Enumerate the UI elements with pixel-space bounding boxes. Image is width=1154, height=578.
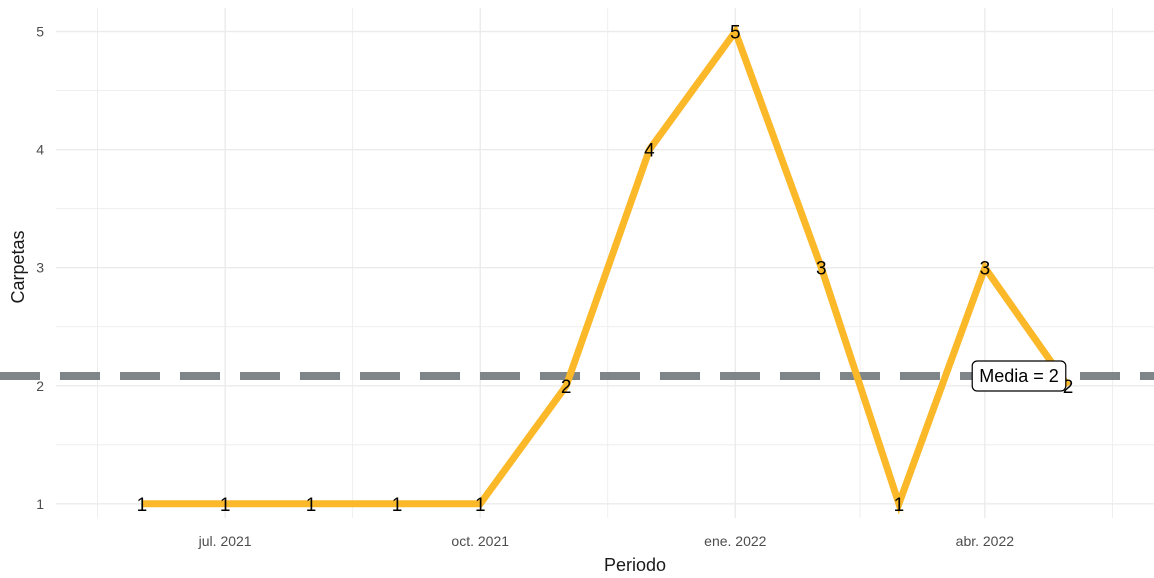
data-label: 3 <box>816 259 827 280</box>
data-label: 1 <box>306 495 317 516</box>
series-line <box>142 24 1071 515</box>
data-label: 5 <box>730 23 741 44</box>
mean-label-text: Media = 2 <box>979 366 1059 386</box>
data-labels: 1 1 1 1 1 2 4 5 3 1 3 2 <box>137 23 1074 516</box>
x-tick-label: oct. 2021 <box>451 533 509 549</box>
x-tick-label: ene. 2022 <box>704 533 766 549</box>
y-axis-ticks: 1 2 3 4 5 <box>36 24 44 512</box>
y-tick-label: 2 <box>36 378 44 394</box>
data-label: 2 <box>561 377 572 398</box>
grid-minor <box>56 8 1154 518</box>
data-label: 1 <box>137 495 148 516</box>
x-tick-label: abr. 2022 <box>956 533 1015 549</box>
y-tick-label: 5 <box>36 24 44 40</box>
data-label: 1 <box>392 495 403 516</box>
data-label: 3 <box>980 259 991 280</box>
mean-label-box <box>971 360 1067 392</box>
x-axis-title: Periodo <box>604 555 666 575</box>
data-label: 2 <box>1063 377 1074 398</box>
x-axis-ticks: jul. 2021 oct. 2021 ene. 2022 abr. 2022 <box>198 533 1015 549</box>
x-tick-label: jul. 2021 <box>198 533 252 549</box>
y-axis-title: Carpetas <box>8 230 28 303</box>
data-label: 1 <box>220 495 231 516</box>
y-tick-label: 4 <box>36 142 44 158</box>
mean-label: Media = 2 <box>971 360 1067 392</box>
data-label: 4 <box>644 141 655 162</box>
y-tick-label: 3 <box>36 260 44 276</box>
y-tick-label: 1 <box>36 496 44 512</box>
data-label: 1 <box>475 495 486 516</box>
data-label: 1 <box>894 495 905 516</box>
